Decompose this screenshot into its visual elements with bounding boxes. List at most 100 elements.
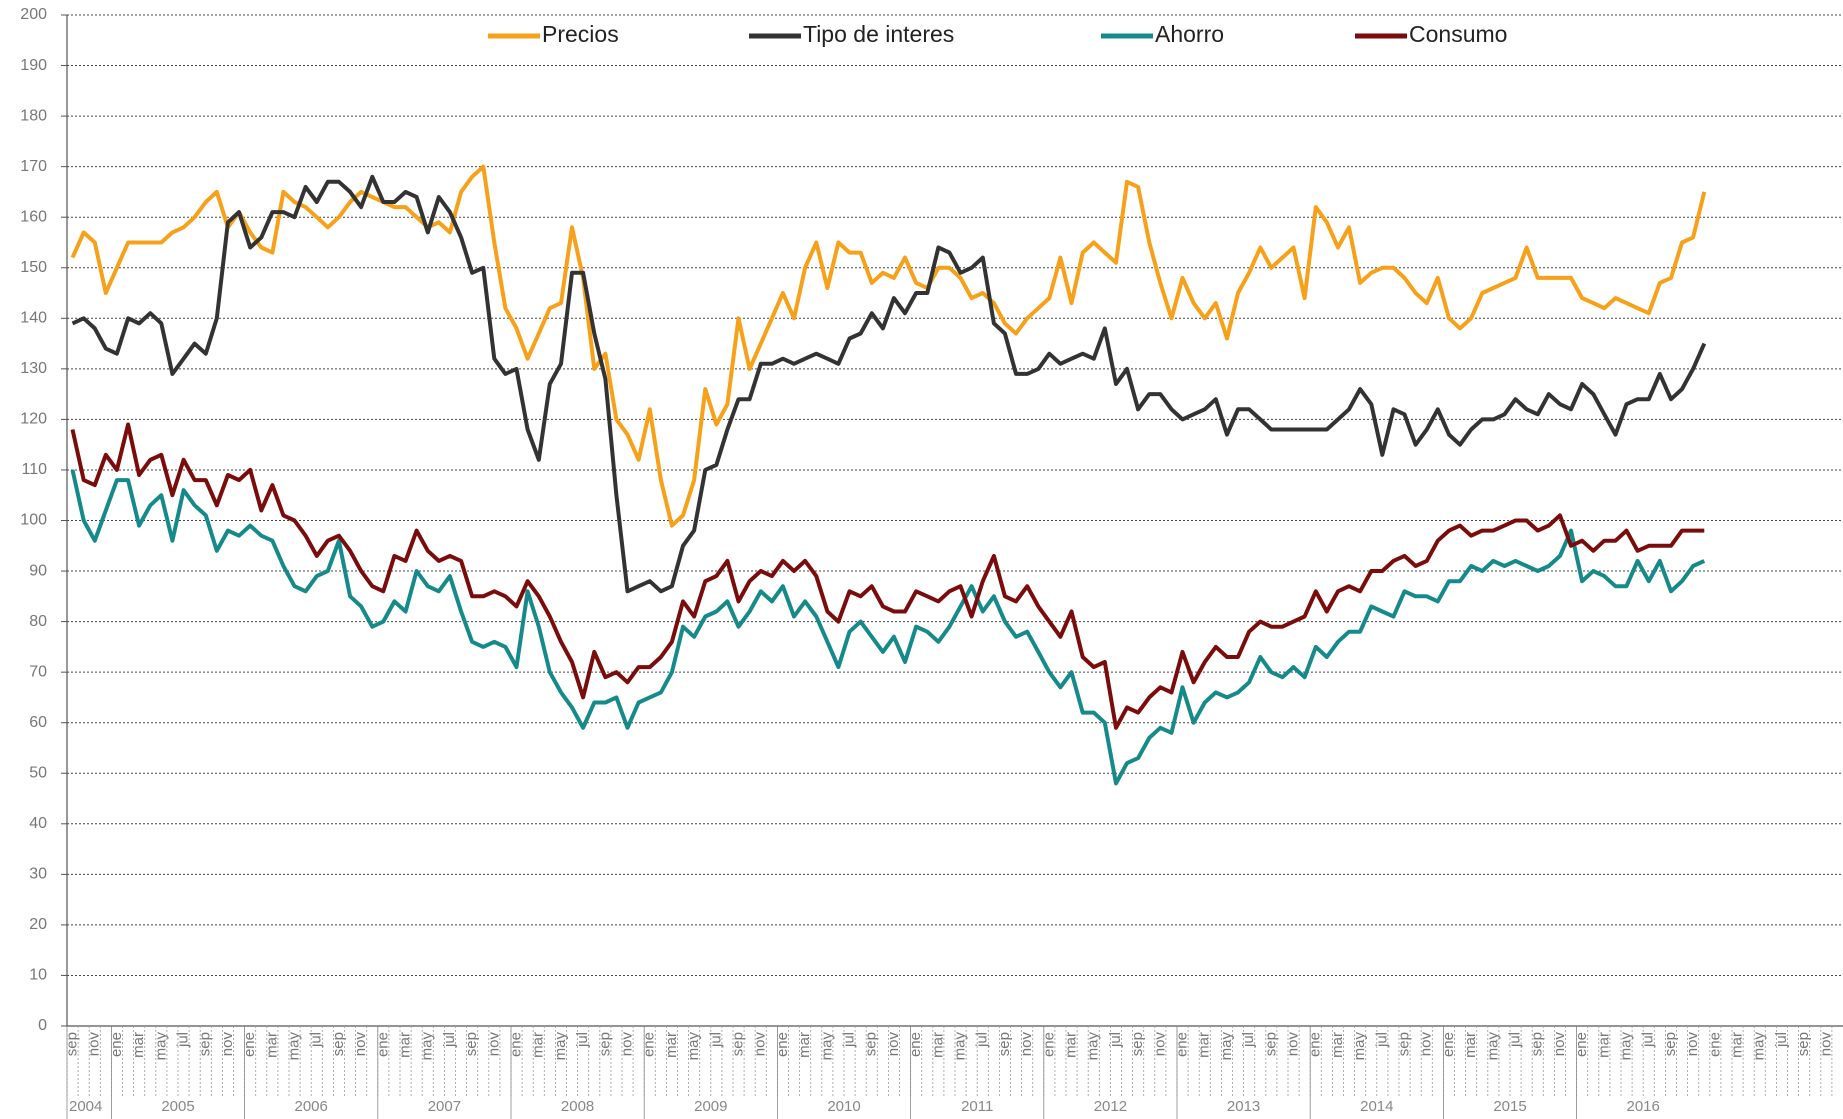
x-tick-label: ene bbox=[1174, 1032, 1191, 1057]
x-tick-label: nov bbox=[1551, 1032, 1568, 1057]
x-tick-label: ene bbox=[1307, 1032, 1324, 1057]
x-tick-label: jul bbox=[441, 1032, 458, 1048]
x-tick-label: may bbox=[1751, 1032, 1768, 1061]
x-tick-label: mar bbox=[130, 1032, 147, 1058]
y-tick-label: 40 bbox=[29, 815, 47, 832]
y-tick-label: 200 bbox=[20, 6, 47, 23]
y-tick-label: 120 bbox=[20, 411, 47, 428]
x-tick-label: nov bbox=[1684, 1032, 1701, 1057]
x-tick-label: sep bbox=[1662, 1032, 1679, 1056]
x-tick-label: jul bbox=[1507, 1032, 1524, 1048]
x-tick-label: may bbox=[419, 1032, 436, 1061]
x-tick-label: ene bbox=[774, 1032, 791, 1057]
year-label: 2012 bbox=[1094, 1098, 1127, 1115]
x-tick-label: ene bbox=[1573, 1032, 1590, 1057]
x-tick-label: nov bbox=[86, 1032, 103, 1057]
x-tick-label: jul bbox=[1107, 1032, 1124, 1048]
series-line bbox=[70, 422, 1705, 730]
x-tick-label: nov bbox=[1418, 1032, 1435, 1057]
x-tick-label: jul bbox=[1773, 1032, 1790, 1048]
y-tick-label: 90 bbox=[29, 562, 47, 579]
x-tick-label: mar bbox=[1063, 1032, 1080, 1058]
year-label: 2009 bbox=[694, 1098, 727, 1115]
x-tick-label: may bbox=[552, 1032, 569, 1061]
x-tick-label: mar bbox=[397, 1032, 414, 1058]
year-label: 2010 bbox=[827, 1098, 860, 1115]
x-tick-label: nov bbox=[619, 1032, 636, 1057]
x-tick-label: sep bbox=[1795, 1032, 1812, 1056]
x-tick-label: jul bbox=[308, 1032, 325, 1048]
x-tick-label: ene bbox=[241, 1032, 258, 1057]
x-tick-label: may bbox=[152, 1032, 169, 1061]
y-tick-label: 30 bbox=[29, 866, 47, 883]
x-tick-label: ene bbox=[907, 1032, 924, 1057]
y-tick-label: 160 bbox=[20, 208, 47, 225]
x-tick-label: jul bbox=[1240, 1032, 1257, 1048]
x-tick-label: jul bbox=[175, 1032, 192, 1048]
x-tick-label: sep bbox=[64, 1032, 81, 1056]
x-tick-label: nov bbox=[1151, 1032, 1168, 1057]
x-tick-label: may bbox=[1484, 1032, 1501, 1061]
x-tick-label: ene bbox=[1706, 1032, 1723, 1057]
x-tick-label: may bbox=[286, 1032, 303, 1061]
x-tick-label: nov bbox=[219, 1032, 236, 1057]
x-tick-label: mar bbox=[929, 1032, 946, 1058]
x-tick-label: may bbox=[818, 1032, 835, 1061]
year-label: 2016 bbox=[1627, 1098, 1660, 1115]
y-tick-label: 180 bbox=[20, 107, 47, 124]
x-tick-label: may bbox=[685, 1032, 702, 1061]
year-label: 2007 bbox=[428, 1098, 461, 1115]
x-tick-label: sep bbox=[1529, 1032, 1546, 1056]
y-tick-label: 110 bbox=[21, 461, 47, 478]
x-tick-label: may bbox=[952, 1032, 969, 1061]
x-tick-label: nov bbox=[885, 1032, 902, 1057]
y-tick-label: 130 bbox=[20, 360, 47, 377]
x-tick-label: nov bbox=[485, 1032, 502, 1057]
x-tick-label: may bbox=[1351, 1032, 1368, 1061]
x-tick-label: nov bbox=[1285, 1032, 1302, 1057]
series-line bbox=[71, 174, 1707, 594]
x-tick-label: sep bbox=[197, 1032, 214, 1056]
y-tick-label: 140 bbox=[20, 310, 47, 327]
x-tick-label: sep bbox=[1262, 1032, 1279, 1056]
x-tick-label: ene bbox=[374, 1032, 391, 1057]
x-tick-label: mar bbox=[1196, 1032, 1213, 1058]
y-tick-label: 190 bbox=[20, 57, 47, 74]
x-tick-label: jul bbox=[574, 1032, 591, 1048]
x-tick-label: jul bbox=[974, 1032, 991, 1048]
x-tick-label: ene bbox=[508, 1032, 525, 1057]
x-tick-label: sep bbox=[863, 1032, 880, 1056]
x-tick-label: may bbox=[1618, 1032, 1635, 1061]
legend-label: Tipo de interes bbox=[803, 21, 954, 47]
year-label: 2005 bbox=[161, 1098, 194, 1115]
x-tick-label: ene bbox=[1440, 1032, 1457, 1057]
year-label: 2015 bbox=[1493, 1098, 1526, 1115]
series-line bbox=[70, 164, 1707, 528]
y-tick-label: 100 bbox=[20, 512, 47, 529]
y-tick-label: 50 bbox=[29, 764, 47, 781]
y-tick-label: 20 bbox=[29, 916, 47, 933]
x-tick-label: sep bbox=[330, 1032, 347, 1056]
y-tick-label: 0 bbox=[38, 1017, 47, 1034]
y-tick-label: 150 bbox=[20, 259, 47, 276]
x-tick-label: jul bbox=[841, 1032, 858, 1048]
x-tick-label: mar bbox=[1329, 1032, 1346, 1058]
y-tick-label: 170 bbox=[20, 158, 47, 175]
x-tick-label: sep bbox=[596, 1032, 613, 1056]
year-label: 2004 bbox=[69, 1098, 102, 1115]
x-tick-label: mar bbox=[1729, 1032, 1746, 1058]
y-tick-label: 10 bbox=[29, 967, 47, 984]
y-tick-label: 80 bbox=[29, 613, 47, 630]
x-tick-label: jul bbox=[707, 1032, 724, 1048]
x-tick-label: mar bbox=[530, 1032, 547, 1058]
x-tick-label: sep bbox=[463, 1032, 480, 1056]
x-tick-label: ene bbox=[1040, 1032, 1057, 1057]
x-tick-label: jul bbox=[1640, 1032, 1657, 1048]
x-tick-label: mar bbox=[796, 1032, 813, 1058]
year-label: 2008 bbox=[561, 1098, 594, 1115]
x-tick-label: sep bbox=[730, 1032, 747, 1056]
x-tick-label: may bbox=[1085, 1032, 1102, 1061]
x-tick-label: may bbox=[1218, 1032, 1235, 1061]
x-tick-label: sep bbox=[1129, 1032, 1146, 1056]
